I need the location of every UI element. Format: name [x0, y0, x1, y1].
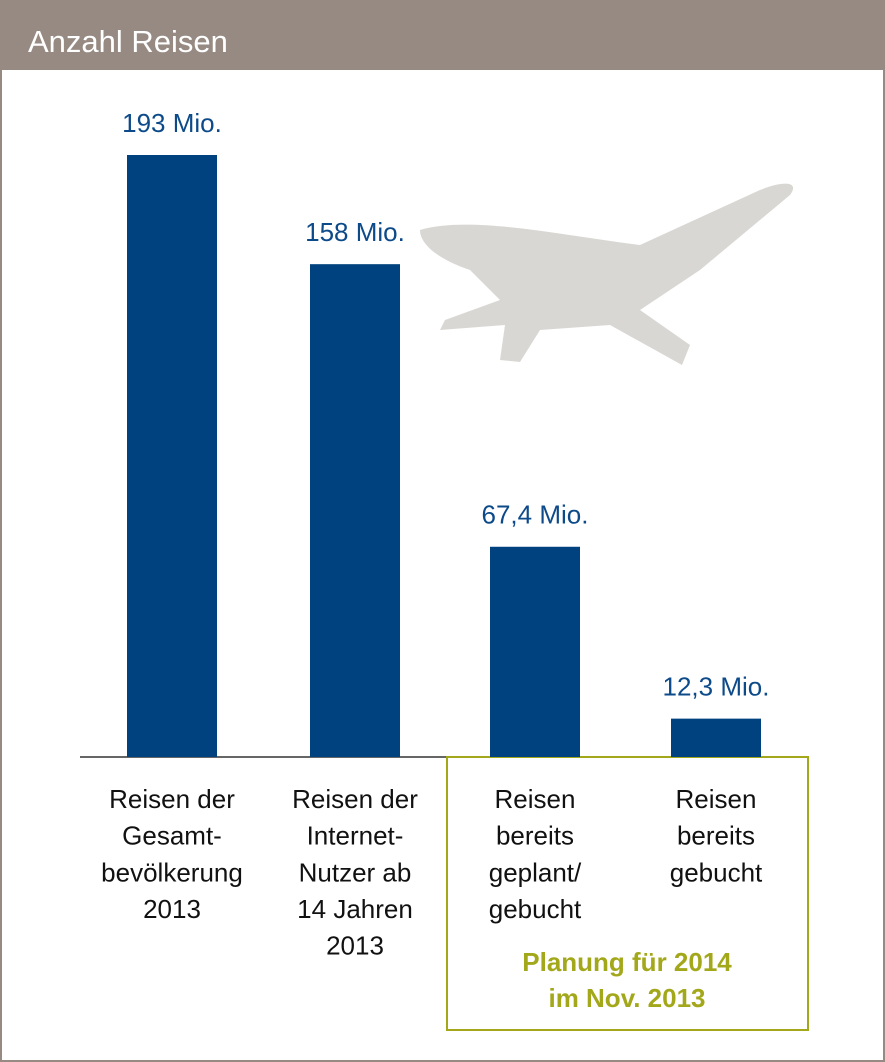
airplane-shape — [420, 183, 794, 365]
category-label: Nutzer ab — [299, 857, 412, 887]
category-label: 2013 — [143, 894, 201, 924]
value-label: 158 Mio. — [305, 217, 405, 247]
annotation: Planung für 2014 — [522, 947, 732, 977]
header — [0, 0, 885, 70]
category-label: gebucht — [670, 857, 763, 887]
value-label: 193 Mio. — [122, 108, 222, 138]
bar — [490, 546, 580, 757]
category-label: Reisen — [676, 784, 757, 814]
category-label: geplant/ — [489, 857, 582, 887]
airplane — [420, 183, 794, 365]
category-label: gebucht — [489, 894, 582, 924]
category-label: Reisen der — [109, 784, 235, 814]
category-label: Gesamt- — [122, 821, 222, 851]
category-label: 2013 — [326, 931, 384, 961]
category-label: Internet- — [307, 821, 404, 851]
category-label: bereits — [496, 821, 574, 851]
category-label: 14 Jahren — [297, 894, 413, 924]
category-label: bereits — [677, 821, 755, 851]
annotation: im Nov. 2013 — [548, 983, 705, 1013]
chart-title: Anzahl Reisen — [28, 24, 228, 59]
bar — [671, 718, 761, 757]
category-label: Reisen der — [292, 784, 418, 814]
bar — [310, 264, 400, 757]
annotation-box — [446, 756, 809, 1031]
category-label: Reisen — [495, 784, 576, 814]
bar — [127, 155, 217, 757]
category-label: bevölkerung — [101, 857, 243, 887]
value-label: 12,3 Mio. — [663, 672, 770, 702]
value-label: 67,4 Mio. — [482, 500, 589, 530]
